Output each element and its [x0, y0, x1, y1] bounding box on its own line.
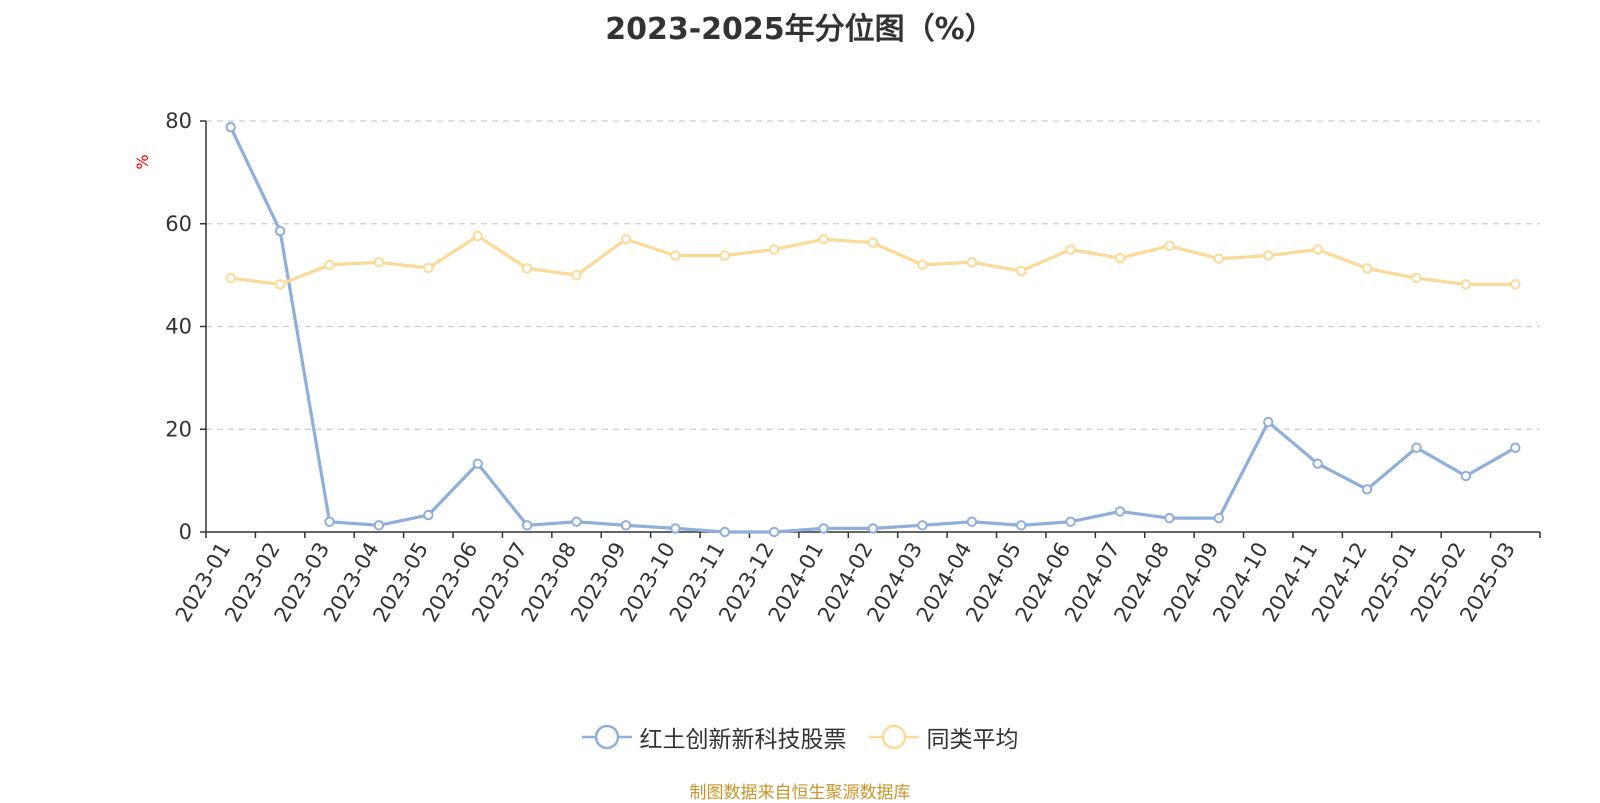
y-tick-label: 60	[165, 212, 192, 236]
y-axis-unit-label: %	[133, 154, 152, 169]
data-point[interactable]	[1114, 506, 1126, 517]
data-point[interactable]	[225, 121, 236, 133]
data-point[interactable]	[1065, 516, 1076, 527]
data-point[interactable]	[1411, 273, 1422, 284]
legend-item-series-1[interactable]: 红土创新新科技股票	[581, 720, 847, 754]
data-point[interactable]	[1460, 279, 1472, 290]
y-tick-label: 0	[179, 520, 192, 544]
data-point[interactable]	[472, 458, 483, 469]
series-line-1	[229, 126, 1517, 534]
data-point[interactable]	[1411, 442, 1422, 453]
data-point[interactable]	[867, 237, 879, 248]
axes: 0204060802023-012023-022023-032023-04202…	[165, 109, 1541, 626]
data-point[interactable]	[719, 526, 730, 538]
y-tick-label: 80	[165, 109, 192, 133]
data-point[interactable]	[423, 509, 434, 521]
series-lines	[229, 126, 1517, 534]
legend-marker-series-1	[581, 724, 632, 750]
data-point[interactable]	[1065, 244, 1076, 255]
data-point[interactable]	[1016, 265, 1027, 277]
data-point[interactable]	[670, 250, 681, 261]
legend-label-series-2: 同类平均	[926, 727, 1019, 753]
data-point[interactable]	[818, 233, 829, 245]
data-point[interactable]	[1263, 416, 1274, 428]
y-tick-label: 20	[165, 417, 192, 441]
data-point[interactable]	[373, 520, 385, 531]
source-note: 制图数据来自恒生聚源数据库	[689, 783, 911, 803]
chart-title: 2023-2025年分位图（%）	[605, 12, 995, 47]
data-point[interactable]	[1164, 240, 1175, 252]
data-point[interactable]	[521, 520, 533, 531]
data-point[interactable]	[1460, 470, 1472, 482]
data-point[interactable]	[472, 230, 483, 242]
data-point[interactable]	[571, 269, 582, 281]
data-point[interactable]	[521, 263, 533, 274]
data-point[interactable]	[274, 279, 286, 290]
data-point[interactable]	[1016, 520, 1027, 531]
data-point[interactable]	[768, 244, 780, 255]
data-point[interactable]	[1213, 253, 1225, 264]
data-point[interactable]	[1114, 252, 1126, 264]
data-point[interactable]	[1213, 512, 1225, 524]
data-point[interactable]	[867, 523, 879, 534]
data-point[interactable]	[274, 225, 286, 237]
data-point[interactable]	[1510, 442, 1521, 453]
legend-label-series-1: 红土创新新科技股票	[639, 727, 847, 753]
data-point[interactable]	[1361, 484, 1373, 495]
data-point[interactable]	[966, 257, 978, 268]
data-point[interactable]	[1164, 512, 1175, 524]
y-tick-label: 40	[165, 315, 192, 339]
data-point[interactable]	[620, 520, 632, 531]
data-point[interactable]	[1510, 279, 1521, 290]
grid-lines	[206, 120, 1540, 430]
data-point[interactable]	[1361, 263, 1373, 274]
data-point[interactable]	[1263, 250, 1274, 261]
data-point[interactable]	[225, 273, 236, 284]
data-point[interactable]	[719, 250, 730, 261]
data-point[interactable]	[1312, 244, 1323, 255]
data-point[interactable]	[324, 259, 335, 271]
data-point[interactable]	[818, 523, 829, 534]
legend-item-series-2[interactable]: 同类平均	[868, 720, 1019, 754]
data-point[interactable]	[966, 516, 978, 527]
data-point[interactable]	[620, 233, 632, 245]
data-point[interactable]	[917, 259, 928, 271]
data-points	[225, 121, 1521, 538]
legend-marker-series-2	[868, 724, 919, 750]
legend: 红土创新新科技股票 同类平均	[0, 720, 1600, 754]
data-point[interactable]	[373, 257, 385, 268]
data-point[interactable]	[670, 523, 681, 534]
data-point[interactable]	[571, 516, 582, 527]
data-point[interactable]	[324, 516, 335, 527]
data-point[interactable]	[917, 520, 928, 531]
data-point[interactable]	[768, 526, 780, 538]
data-point[interactable]	[1312, 458, 1323, 469]
data-point[interactable]	[423, 262, 434, 274]
